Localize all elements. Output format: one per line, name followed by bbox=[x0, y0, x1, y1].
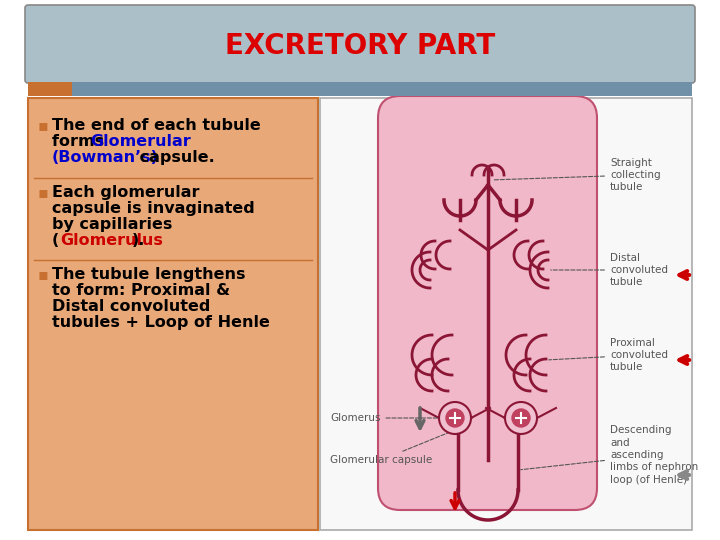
Text: Distal
convoluted
tubule: Distal convoluted tubule bbox=[551, 253, 668, 287]
Text: (: ( bbox=[52, 233, 59, 248]
Bar bbox=[28, 98, 318, 530]
Text: ▪: ▪ bbox=[38, 185, 49, 200]
Text: ▪: ▪ bbox=[38, 267, 49, 282]
Circle shape bbox=[512, 409, 530, 427]
Text: Proximal
convoluted
tubule: Proximal convoluted tubule bbox=[549, 338, 668, 373]
Text: Glomerus: Glomerus bbox=[330, 413, 452, 423]
Text: Glomerulus: Glomerulus bbox=[60, 233, 163, 248]
Text: forms: forms bbox=[52, 134, 109, 149]
Text: Glomerular: Glomerular bbox=[90, 134, 191, 149]
Text: Descending
and
ascending
limbs of nephron
loop (of Henle): Descending and ascending limbs of nephro… bbox=[521, 425, 698, 485]
Text: Each glomerular: Each glomerular bbox=[52, 185, 199, 200]
Bar bbox=[72, 82, 692, 96]
Text: to form: Proximal &: to form: Proximal & bbox=[52, 283, 230, 298]
Bar bbox=[28, 82, 72, 96]
Text: (Bowman’s): (Bowman’s) bbox=[52, 150, 159, 165]
Text: capsule is invaginated: capsule is invaginated bbox=[52, 201, 255, 216]
Text: ).: ). bbox=[132, 233, 145, 248]
Text: Glomerular capsule: Glomerular capsule bbox=[330, 431, 452, 465]
Text: The end of each tubule: The end of each tubule bbox=[52, 118, 261, 133]
Text: The tubule lengthens: The tubule lengthens bbox=[52, 267, 246, 282]
Text: ▪: ▪ bbox=[38, 118, 49, 133]
Text: Distal convoluted: Distal convoluted bbox=[52, 299, 210, 314]
Circle shape bbox=[446, 409, 464, 427]
Text: EXCRETORY PART: EXCRETORY PART bbox=[225, 32, 495, 60]
Circle shape bbox=[439, 402, 471, 434]
Circle shape bbox=[505, 402, 537, 434]
Text: Straight
collecting
tubule: Straight collecting tubule bbox=[492, 158, 661, 192]
Bar bbox=[320, 98, 692, 530]
Text: by capillaries: by capillaries bbox=[52, 217, 172, 232]
Text: capsule.: capsule. bbox=[134, 150, 215, 165]
Text: tubules + Loop of Henle: tubules + Loop of Henle bbox=[52, 315, 270, 330]
FancyBboxPatch shape bbox=[378, 96, 597, 510]
FancyBboxPatch shape bbox=[25, 5, 695, 83]
